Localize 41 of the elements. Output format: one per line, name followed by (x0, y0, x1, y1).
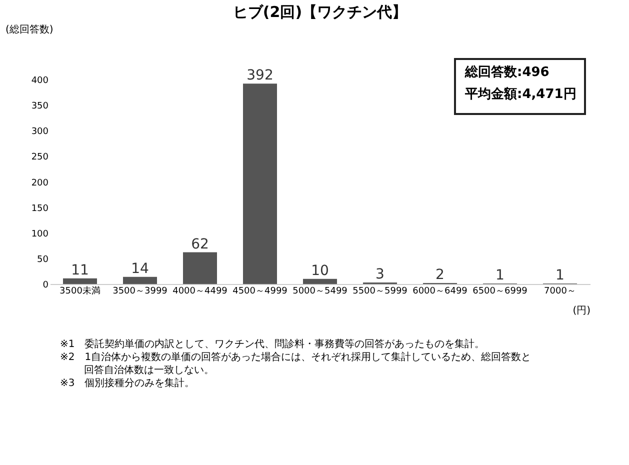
annotation: 総回答数:496 (464, 65, 550, 80)
data-label: 1 (556, 267, 564, 284)
x-tick-label: 3500未満 (60, 286, 100, 296)
data-label: 10 (311, 262, 329, 279)
x-tick-label: 7000～ (544, 286, 576, 296)
text: ※1 委託契約単価の内訳として、ワクチン代、問診料・事務費等の回答があったものを集計。 (60, 338, 485, 350)
bar (243, 84, 277, 284)
y-tick-label: 300 (31, 127, 49, 138)
bar (123, 276, 157, 284)
data-label: 392 (246, 68, 274, 84)
x-tick-label: 3500～3999 (112, 286, 168, 296)
text: ※3 個別接種分のみを集計。 (60, 377, 195, 389)
text: 回答自治体数は一致しない。 (84, 364, 214, 376)
x-tick-label: 5500～5999 (352, 286, 408, 296)
x-tick-label: 6500～6999 (472, 286, 528, 296)
y-tick-label: 200 (31, 178, 49, 188)
data-label: 3 (376, 266, 384, 282)
y-tick-label: 100 (31, 229, 49, 240)
y-tick-label: 150 (31, 204, 49, 214)
x-tick-label: 4500～4999 (232, 286, 288, 296)
bar (63, 278, 97, 284)
bar (303, 278, 337, 284)
data-label: 2 (436, 266, 444, 283)
annotation: 平均金額:4,471円 (464, 86, 576, 102)
chart-title: ヒブ(2回)【ワクチン代】 (232, 3, 408, 21)
x-tick-label: 6000～6499 (412, 286, 468, 296)
data-label: 1 (496, 267, 504, 284)
y-axis-title: (総回答数) (6, 24, 54, 36)
text: ※2 1自治体から複数の単価の回答があった場合には、それぞれ採用して集計しているため、総回答数と (60, 351, 532, 363)
x-tick-label: 4000～4499 (172, 286, 228, 296)
data-label: 11 (71, 262, 89, 278)
y-tick-label: 0 (42, 280, 49, 290)
y-tick-label: 350 (31, 102, 49, 112)
data-label: 14 (131, 260, 149, 277)
y-tick-label: 50 (37, 254, 49, 265)
bar (183, 252, 217, 284)
x-axis-title: (円) (572, 306, 591, 316)
x-tick-label: 5000～5499 (292, 286, 348, 296)
y-tick-label: 400 (31, 76, 49, 86)
y-tick-label: 250 (31, 152, 49, 163)
data-label: 62 (191, 236, 209, 252)
